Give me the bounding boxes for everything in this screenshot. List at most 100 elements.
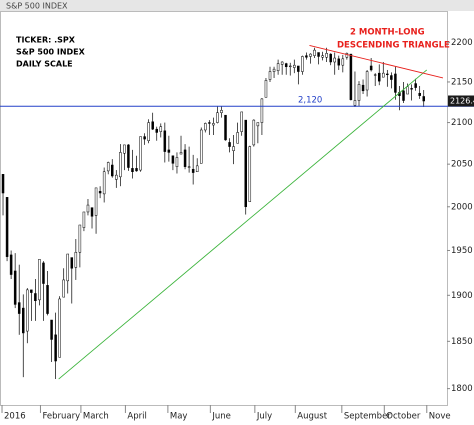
candle-body bbox=[329, 53, 332, 63]
candle-body bbox=[179, 152, 183, 155]
candle-body bbox=[58, 298, 61, 358]
candle-body bbox=[175, 157, 179, 167]
candle-body bbox=[42, 262, 45, 284]
candle-body bbox=[422, 96, 425, 102]
chart-title: S&P 500 INDEX bbox=[6, 2, 68, 11]
candle-body bbox=[361, 84, 365, 92]
candle-body bbox=[46, 285, 49, 314]
candle-body bbox=[74, 251, 78, 268]
candle-body bbox=[139, 136, 142, 171]
header-bar bbox=[0, 0, 474, 11]
candle-body bbox=[248, 146, 252, 202]
candle-body bbox=[115, 174, 118, 180]
candle-body bbox=[94, 187, 98, 216]
candle-body bbox=[390, 75, 393, 80]
candle-body bbox=[341, 58, 345, 66]
candle-body bbox=[21, 307, 25, 334]
y-tick-label: 1800 bbox=[451, 384, 473, 394]
y-tick-label: 1950 bbox=[451, 246, 473, 256]
candle-body bbox=[333, 57, 336, 63]
x-tick-label: August bbox=[297, 412, 327, 422]
y-tick-label: 2100 bbox=[451, 118, 473, 128]
candle-body bbox=[163, 130, 167, 152]
plot-frame bbox=[0, 11, 448, 406]
x-tick-label: March bbox=[83, 412, 109, 422]
last-price-label: 2126.4 bbox=[450, 97, 474, 106]
candle-body bbox=[151, 121, 154, 130]
candle-body bbox=[119, 152, 122, 178]
candle-body bbox=[321, 55, 324, 58]
candle-body bbox=[402, 90, 405, 101]
candle-body bbox=[70, 257, 74, 269]
candle-body bbox=[284, 63, 288, 68]
candle-body bbox=[345, 53, 349, 58]
x-tick-label: May bbox=[170, 412, 188, 422]
annotation: DAILY SCALE bbox=[16, 60, 73, 69]
x-tick-label: February bbox=[42, 412, 80, 422]
y-tick-label: 2200 bbox=[451, 38, 473, 48]
candle-body bbox=[276, 63, 280, 72]
candle-body bbox=[410, 88, 413, 90]
candle-body bbox=[110, 164, 114, 177]
x-tick-label: 2016 bbox=[4, 412, 26, 422]
candle-body bbox=[204, 123, 207, 131]
x-tick-label: June bbox=[211, 412, 231, 422]
candle-body bbox=[240, 111, 243, 132]
annotation: TICKER: .SPX bbox=[16, 36, 76, 45]
candle-body bbox=[357, 84, 361, 101]
candle-body bbox=[34, 293, 37, 302]
candle-body bbox=[228, 142, 231, 147]
candle-body bbox=[143, 136, 146, 140]
candle-body bbox=[17, 302, 21, 314]
candle-body bbox=[236, 132, 239, 144]
candle-body bbox=[147, 122, 150, 141]
candle-body bbox=[127, 144, 130, 168]
candle-body bbox=[264, 80, 268, 98]
candle-body bbox=[373, 74, 377, 76]
candle-body bbox=[66, 253, 69, 282]
candle-body bbox=[293, 64, 296, 68]
x-tick-label: Nove bbox=[429, 412, 451, 422]
y-tick-label: 2000 bbox=[451, 202, 473, 212]
note: DESCENDING TRIANGLE bbox=[337, 41, 450, 51]
candle-body bbox=[305, 55, 308, 58]
candle-body bbox=[418, 92, 421, 96]
y-tick-label: 1900 bbox=[451, 291, 473, 301]
candle-body bbox=[5, 197, 9, 257]
candle-body bbox=[1, 174, 5, 194]
candle-body bbox=[337, 58, 341, 66]
candle-body bbox=[216, 112, 219, 123]
candle-body bbox=[297, 65, 300, 72]
candle-body bbox=[288, 65, 292, 68]
candle-body bbox=[309, 53, 312, 57]
candle-body bbox=[106, 162, 110, 172]
candle-body bbox=[131, 168, 134, 173]
candle-body bbox=[26, 289, 29, 332]
candle-body bbox=[280, 61, 284, 65]
candle-body bbox=[183, 149, 187, 167]
candle-body bbox=[325, 53, 328, 58]
candle-body bbox=[195, 165, 199, 173]
x-tick-label: September bbox=[344, 412, 391, 422]
candle-body bbox=[208, 122, 211, 124]
y-tick-label: 2150 bbox=[451, 77, 473, 87]
trend-line bbox=[309, 44, 444, 79]
x-tick-label: July bbox=[256, 412, 272, 422]
candle-body bbox=[212, 123, 215, 126]
support-label: 2,120 bbox=[298, 96, 322, 106]
candle-body bbox=[406, 86, 409, 95]
candle-body bbox=[54, 334, 57, 362]
x-tick-label: April bbox=[127, 412, 146, 422]
candle-body bbox=[232, 146, 235, 151]
candle-body bbox=[256, 122, 260, 127]
candle-body bbox=[38, 259, 41, 301]
candle-body bbox=[9, 254, 13, 275]
candle-body bbox=[268, 71, 272, 80]
candle-body bbox=[313, 49, 316, 56]
candle-body bbox=[98, 191, 102, 194]
candle-body bbox=[353, 100, 357, 106]
candle-body bbox=[86, 204, 90, 213]
candle-body bbox=[82, 211, 86, 228]
